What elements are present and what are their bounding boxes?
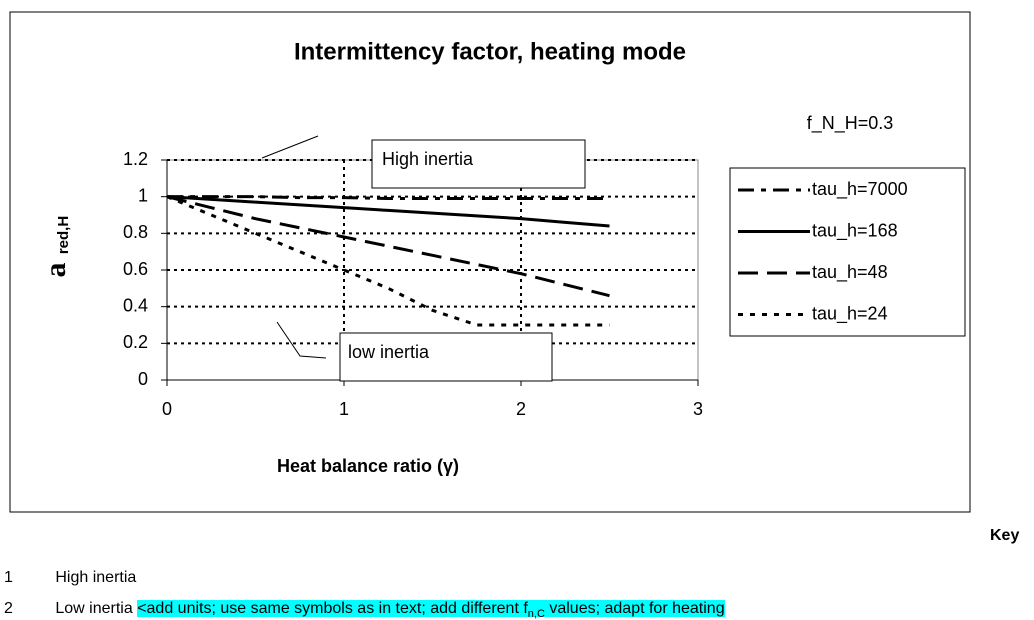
series-line: [167, 195, 610, 200]
y-tick-label: 1.2: [123, 149, 148, 169]
key-number: 2: [4, 600, 13, 617]
series-line: [166, 195, 610, 327]
y-axis-label: a red,H: [39, 216, 72, 278]
annotation-box: [371, 139, 586, 189]
y-tick-label: 0.4: [123, 295, 148, 315]
x-axis-label: Heat balance ratio (γ): [277, 456, 459, 476]
y-axis-label-sub: red,H: [55, 216, 72, 254]
chart-frame: [9, 11, 971, 513]
legend-label: tau_h=7000: [812, 179, 908, 200]
key-title: Key: [990, 527, 1020, 544]
legend: [729, 167, 966, 337]
key-number: 1: [4, 569, 13, 586]
y-tick-label: 0.2: [123, 332, 148, 352]
legend-label: tau_h=24: [812, 303, 888, 324]
annotation-box: [339, 332, 553, 382]
x-tick-label: 0: [162, 399, 172, 419]
key-note-sub: n,C: [527, 608, 545, 620]
key-note: <add units; use same symbols as in text;…: [137, 600, 725, 620]
y-tick-label: 0.6: [123, 259, 148, 279]
series-line: [166, 195, 610, 228]
legend-label: tau_h=48: [812, 262, 888, 283]
x-tick-label: 2: [516, 399, 526, 419]
key-text: High inertia: [55, 569, 137, 586]
key-text: Low inertia: [55, 600, 133, 617]
legend-label: tau_h=168: [812, 220, 898, 241]
x-tick-label: 3: [693, 399, 703, 419]
leader-line: [261, 135, 319, 159]
key-note-text: values; adapt for heating: [544, 600, 725, 617]
y-tick-label: 1: [138, 185, 148, 205]
leader-line: [276, 321, 327, 359]
annotation: High inertia: [382, 149, 474, 169]
key-item: 1 High inertia: [4, 569, 136, 587]
key-note-text: <add units; use same symbols as in text;…: [137, 600, 528, 617]
y-tick-label: 0.8: [123, 222, 148, 242]
key-item: 2 Low inertia <add units; use same symbo…: [4, 600, 725, 620]
chart-title: Intermittency factor, heating mode: [294, 38, 686, 65]
series-line: [166, 195, 610, 298]
annotation: f_N_H=0.3: [807, 113, 894, 134]
chart: Intermittency factor, heating mode Heat …: [9, 11, 971, 513]
y-tick-label: 0: [138, 369, 148, 389]
y-axis-label-main: a: [39, 263, 72, 278]
x-tick-label: 1: [339, 399, 349, 419]
annotation: low inertia: [348, 342, 430, 362]
